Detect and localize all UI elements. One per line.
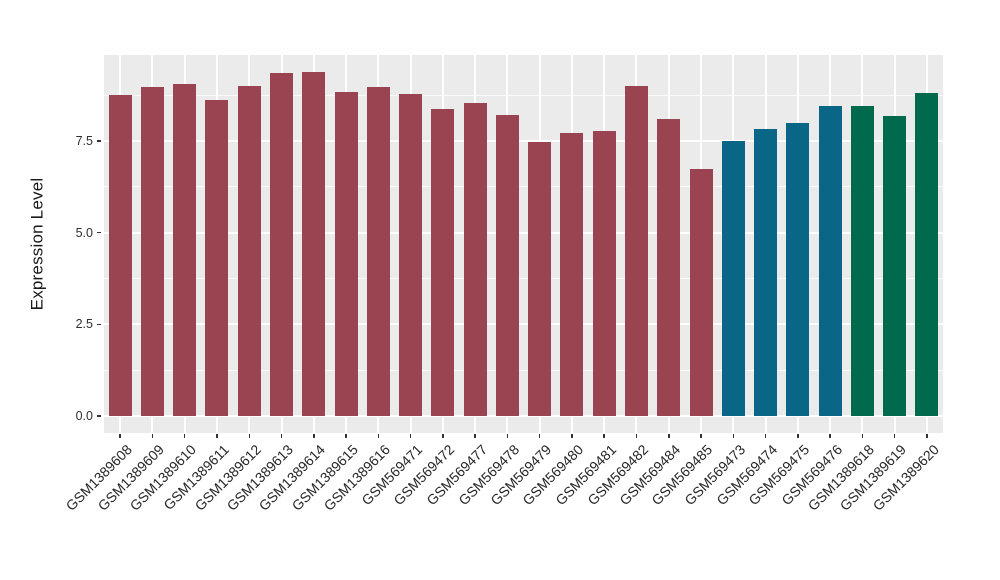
x-tick-label: GSM1389618 bbox=[804, 441, 877, 514]
x-tick-label: GSM569474 bbox=[713, 441, 781, 509]
x-tick-label: GSM569482 bbox=[584, 441, 652, 509]
gridline-minor bbox=[104, 186, 943, 188]
x-tick-mark bbox=[538, 434, 541, 438]
x-tick-mark bbox=[151, 434, 154, 438]
x-tick-mark bbox=[700, 434, 702, 438]
x-tick-mark bbox=[345, 434, 347, 438]
x-tick-label: GSM1389614 bbox=[255, 441, 329, 514]
gridline-minor bbox=[104, 94, 943, 96]
bar-GSM1389614 bbox=[302, 72, 326, 416]
gridline-major bbox=[104, 323, 943, 326]
gridline-minor bbox=[104, 369, 943, 371]
x-tick-mark bbox=[732, 434, 734, 438]
gridline-major bbox=[104, 140, 943, 143]
bar-GSM569485 bbox=[689, 168, 713, 416]
x-tick-label: GSM1389616 bbox=[320, 441, 393, 514]
x-tick-mark bbox=[893, 434, 896, 438]
x-tick-mark bbox=[506, 434, 509, 438]
bar-GSM569481 bbox=[592, 130, 616, 416]
bar-GSM569478 bbox=[495, 114, 519, 416]
gridline-minor bbox=[104, 277, 943, 279]
x-tick-label: GSM1389615 bbox=[288, 441, 361, 514]
x-tick-mark bbox=[377, 434, 379, 438]
x-tick-label: GSM569477 bbox=[422, 441, 490, 509]
bar-GSM1389611 bbox=[205, 99, 229, 416]
bar-GSM1389613 bbox=[270, 73, 293, 416]
x-tick-label: GSM1389610 bbox=[126, 441, 200, 514]
x-tick-label: GSM569480 bbox=[519, 441, 587, 509]
x-tick-label: GSM569472 bbox=[390, 441, 458, 509]
bar-GSM569475 bbox=[786, 122, 810, 416]
y-axis-title-wrap: Expression Level bbox=[17, 55, 57, 433]
bar-GSM569484 bbox=[657, 118, 681, 416]
gridline-major bbox=[104, 231, 943, 234]
y-tick-mark bbox=[97, 323, 101, 325]
x-tick-mark bbox=[861, 434, 864, 438]
bar-GSM569480 bbox=[560, 132, 584, 416]
x-tick-label: GSM1389620 bbox=[869, 441, 942, 514]
bar-GSM1389610 bbox=[173, 83, 197, 416]
gridline-major bbox=[104, 414, 943, 417]
bar-GSM569471 bbox=[399, 94, 423, 416]
bar-GSM1389608 bbox=[108, 94, 132, 416]
x-tick-mark bbox=[668, 434, 670, 438]
x-tick-mark bbox=[926, 434, 928, 438]
x-tick-mark bbox=[474, 434, 476, 438]
x-tick-label: GSM569485 bbox=[648, 441, 716, 509]
x-tick-mark bbox=[603, 434, 605, 438]
plot-panel bbox=[104, 55, 943, 433]
bar-GSM569477 bbox=[463, 103, 487, 416]
bar-GSM569479 bbox=[528, 141, 552, 416]
x-tick-mark bbox=[442, 434, 444, 438]
x-tick-label: GSM1389612 bbox=[191, 441, 264, 514]
y-axis-title: Expression Level bbox=[27, 177, 47, 311]
bar-GSM569473 bbox=[721, 141, 745, 416]
x-tick-label: GSM1389619 bbox=[836, 441, 910, 514]
x-tick-label: GSM569475 bbox=[745, 441, 813, 509]
x-tick-label: GSM569473 bbox=[680, 441, 748, 509]
x-tick-mark bbox=[280, 434, 283, 438]
bar-GSM1389612 bbox=[237, 86, 261, 416]
bar-GSM569482 bbox=[624, 86, 648, 416]
x-tick-label: GSM569476 bbox=[777, 441, 845, 509]
x-tick-mark bbox=[248, 434, 250, 438]
bar-GSM1389619 bbox=[883, 115, 907, 416]
x-tick-label: GSM569481 bbox=[551, 441, 619, 509]
x-tick-label: GSM1389608 bbox=[62, 441, 135, 514]
bar-GSM569472 bbox=[431, 109, 455, 416]
bar-GSM569474 bbox=[754, 129, 777, 416]
x-tick-label: GSM569471 bbox=[358, 441, 426, 509]
x-tick-mark bbox=[183, 434, 186, 438]
x-tick-label: GSM569484 bbox=[616, 441, 684, 509]
y-tick-mark bbox=[97, 415, 101, 417]
bar-GSM1389618 bbox=[850, 106, 874, 416]
x-tick-mark bbox=[216, 434, 218, 438]
x-tick-mark bbox=[764, 434, 767, 438]
bar-GSM1389616 bbox=[366, 86, 390, 416]
x-tick-mark bbox=[409, 434, 412, 438]
y-tick-mark bbox=[97, 140, 101, 142]
bar-GSM1389609 bbox=[140, 86, 164, 416]
x-tick-label: GSM569478 bbox=[455, 441, 523, 509]
x-tick-mark bbox=[635, 434, 638, 438]
x-tick-label: GSM1389613 bbox=[223, 441, 297, 514]
x-tick-mark bbox=[797, 434, 799, 438]
x-tick-mark bbox=[313, 434, 315, 438]
bar-GSM1389620 bbox=[915, 92, 939, 416]
x-tick-mark bbox=[571, 434, 573, 438]
x-tick-label: GSM1389609 bbox=[94, 441, 168, 514]
bar-GSM569476 bbox=[818, 105, 842, 416]
x-tick-label: GSM1389611 bbox=[159, 441, 232, 513]
y-tick-mark bbox=[97, 231, 101, 234]
x-tick-mark bbox=[829, 434, 831, 438]
bar-GSM1389615 bbox=[334, 92, 358, 416]
x-tick-mark bbox=[119, 434, 121, 438]
x-tick-label: GSM569479 bbox=[487, 441, 555, 509]
